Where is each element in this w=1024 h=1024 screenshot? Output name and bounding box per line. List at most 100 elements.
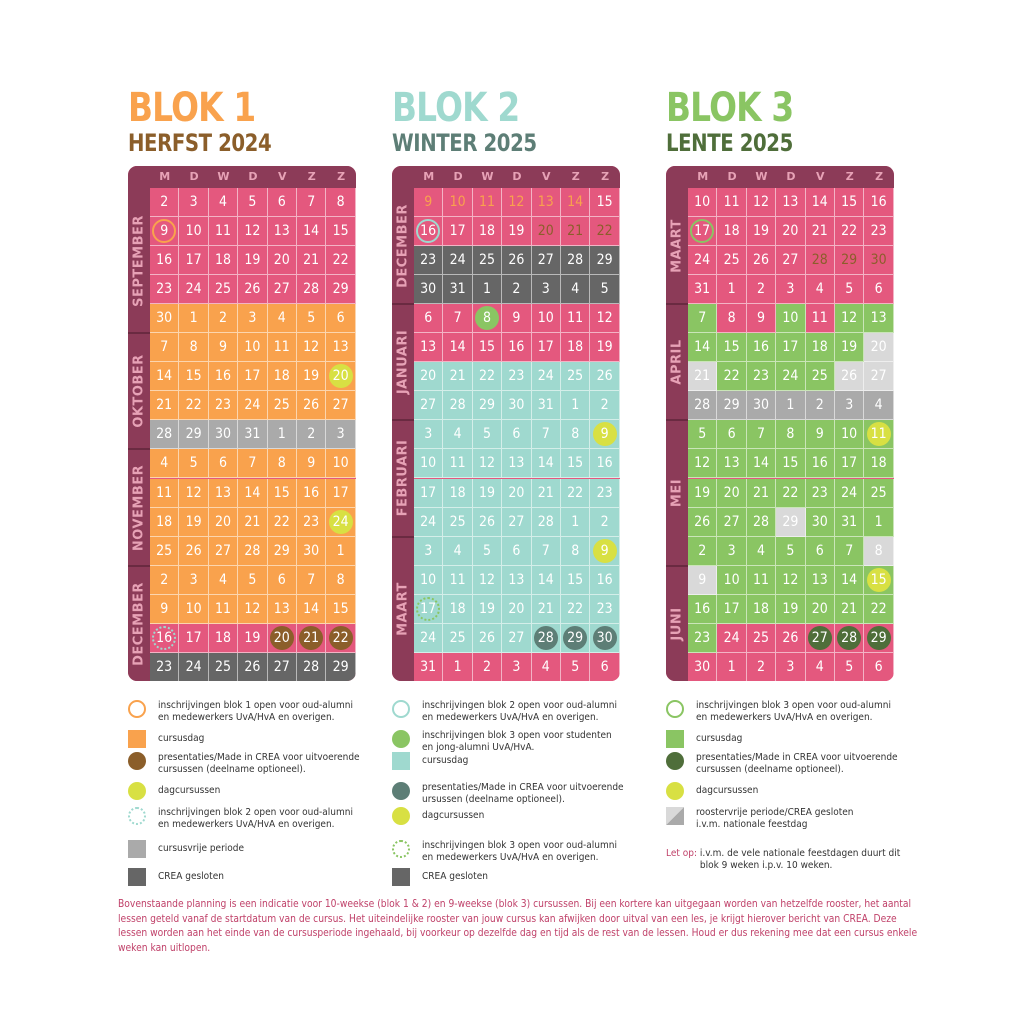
day-number: 11 [752, 571, 769, 588]
month-separator [128, 564, 150, 567]
day-number: 14 [537, 455, 554, 472]
day-cell: 13 [805, 565, 835, 595]
weekday-label: D [786, 170, 796, 183]
day-number: 27 [273, 281, 290, 298]
day-number: 18 [567, 339, 584, 356]
day-cell: 8 [864, 536, 894, 566]
day-number: 19 [244, 252, 261, 269]
dot-yellow-icon [328, 364, 353, 389]
day-number: 17 [537, 339, 554, 356]
day-cell: 19 [776, 594, 806, 624]
day-cell: 15 [864, 565, 894, 595]
day-number: 28 [244, 542, 261, 559]
day-cell: 1 [717, 652, 747, 681]
day-number: 13 [508, 455, 525, 472]
day-cell: 10 [688, 188, 718, 218]
day-cell: 14 [238, 478, 268, 508]
day-number: 3 [845, 397, 854, 414]
day-number: 6 [874, 658, 883, 675]
day-cell: 13 [267, 594, 297, 624]
dashed-ring-teal-icon [152, 625, 177, 650]
dot-yellow-icon [866, 422, 891, 447]
day-cell: 20 [267, 623, 297, 653]
day-number: 9 [307, 455, 316, 472]
day-cell: 18 [561, 333, 591, 363]
day-cell: 28 [443, 391, 473, 421]
day-number: 7 [307, 571, 316, 588]
day-number: 20 [782, 223, 799, 240]
day-number: 7 [541, 426, 550, 443]
day-cell: 26 [179, 536, 209, 566]
day-cell: 29 [835, 246, 865, 276]
day-cell: 16 [805, 449, 835, 479]
day-number: 30 [214, 426, 231, 443]
blok-2-subtitle: WINTER 2025 [392, 129, 537, 157]
day-number: 10 [332, 455, 349, 472]
day-cell: 6 [326, 304, 356, 334]
day-cell: 26 [472, 623, 503, 653]
weekday-label: D [727, 170, 737, 183]
day-cell: 19 [238, 623, 268, 653]
day-number: 15 [567, 571, 584, 588]
day-cell: 26 [297, 391, 327, 421]
day-number: 3 [786, 281, 795, 298]
day-number: 30 [694, 658, 711, 675]
day-cell: 21 [805, 217, 835, 247]
day-cell: 16 [590, 449, 620, 479]
day-cell: 3 [531, 275, 561, 305]
day-number: 16 [303, 484, 320, 501]
day-cell: 4 [267, 304, 297, 334]
day-number: 31 [694, 281, 711, 298]
day-cell: 6 [590, 652, 620, 681]
day-number: 29 [596, 252, 613, 269]
day-number: 24 [449, 252, 466, 269]
day-cell: 25 [208, 275, 239, 305]
day-cell: 6 [267, 188, 297, 218]
legend-text: CREA gesloten [158, 871, 224, 882]
day-number: 13 [537, 194, 554, 210]
day-number: 17 [185, 252, 202, 269]
day-number: 4 [571, 281, 580, 298]
day-cell: 5 [238, 188, 268, 218]
day-number: 29 [478, 397, 495, 414]
day-cell: 12 [472, 565, 503, 595]
day-number: 25 [752, 629, 769, 646]
day-number: 19 [508, 223, 525, 240]
day-number: 6 [277, 571, 286, 588]
day-number: 28 [841, 629, 858, 646]
day-cell: 19 [238, 246, 268, 276]
day-number: 4 [453, 542, 462, 559]
day-number: 9 [160, 223, 169, 240]
day-number: 2 [307, 426, 316, 443]
weekday-label: W [755, 170, 768, 183]
day-cell: 21 [835, 594, 865, 624]
day-number: 1 [727, 281, 736, 298]
day-number: 17 [185, 629, 202, 646]
day-cell: 7 [297, 188, 327, 218]
day-number: 26 [596, 368, 613, 385]
day-cell: 28 [746, 507, 777, 537]
day-number: 15 [332, 600, 349, 617]
month-december: DECEMBER [392, 188, 414, 304]
day-number: 29 [782, 513, 799, 530]
day-cell: 5 [472, 536, 503, 566]
day-number: 3 [727, 542, 736, 559]
day-number: 12 [303, 339, 320, 356]
day-cell: 14 [835, 565, 865, 595]
day-cell: 23 [864, 217, 894, 247]
blok-3-calendar: M D W D V Z Z MAART APRIL MEI JUNI 10 11 12 13 14 15 16 17… [666, 166, 894, 681]
day-number: 6 [600, 658, 609, 675]
day-number: 27 [214, 542, 231, 559]
day-cell: 5 [238, 565, 268, 595]
day-number: 5 [571, 658, 580, 675]
day-cell: 3 [776, 652, 806, 681]
month-label: DECEMBER [131, 581, 147, 666]
day-cell: 3 [414, 536, 444, 566]
day-number: 3 [189, 571, 198, 588]
day-number: 25 [723, 252, 740, 269]
day-cell: 25 [561, 362, 591, 392]
day-number: 15 [723, 339, 740, 356]
day-number: 29 [332, 658, 349, 675]
day-cell: 9 [746, 304, 777, 334]
day-number: 14 [244, 484, 261, 501]
